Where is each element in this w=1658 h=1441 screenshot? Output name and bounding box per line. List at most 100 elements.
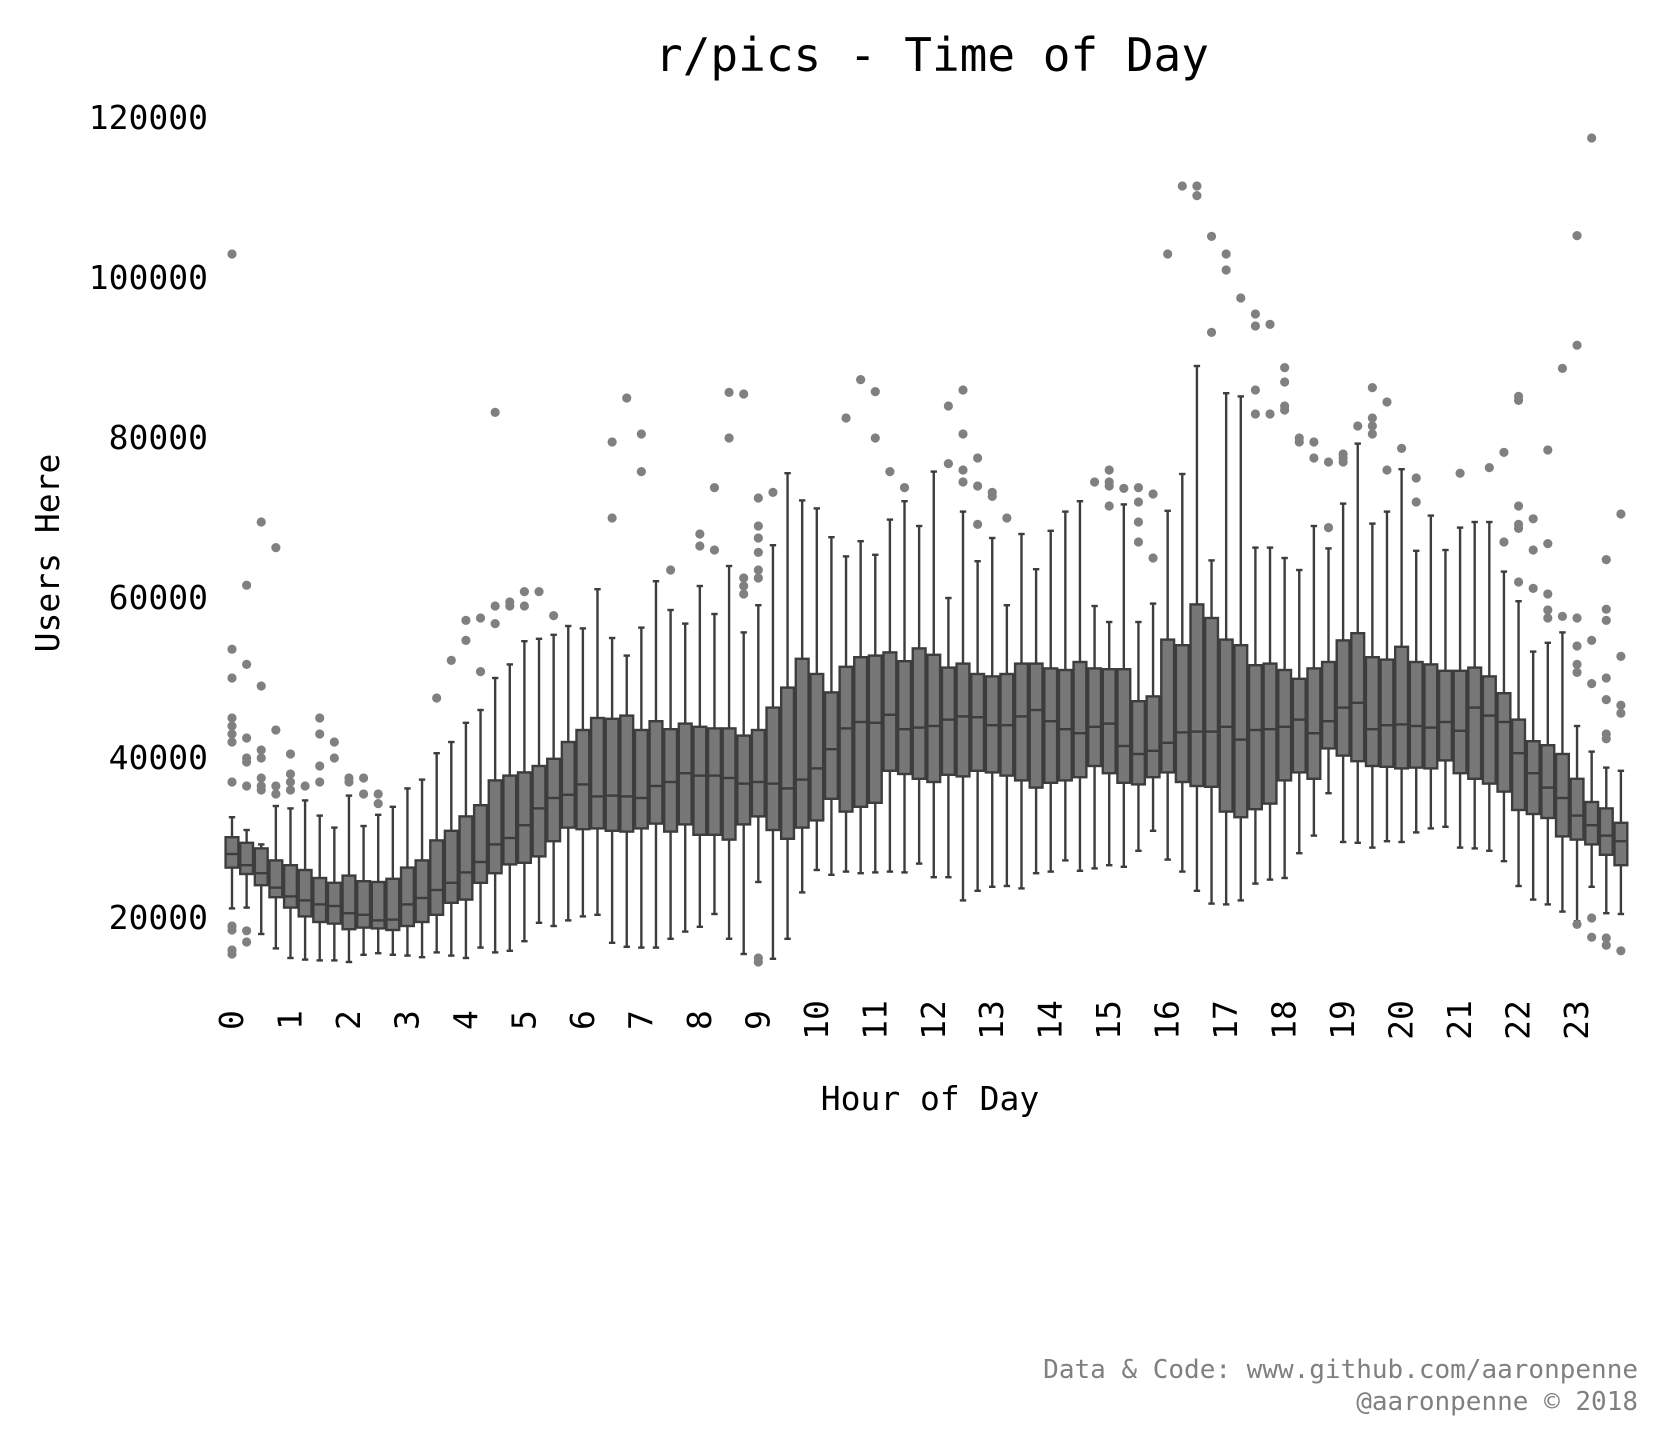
iqr-box bbox=[926, 653, 942, 784]
iqr-box bbox=[721, 727, 737, 841]
outlier-point bbox=[1455, 468, 1465, 478]
outlier-point bbox=[1367, 421, 1377, 431]
outlier-point bbox=[636, 429, 646, 439]
iqr-box bbox=[297, 868, 313, 918]
outlier-point bbox=[753, 521, 763, 531]
outlier-point bbox=[1572, 919, 1582, 930]
iqr-box bbox=[1101, 668, 1117, 775]
box-13 bbox=[414, 778, 430, 959]
box-61 bbox=[1116, 483, 1132, 868]
box-68 bbox=[1218, 249, 1234, 906]
box-40 bbox=[809, 507, 825, 872]
outlier-point bbox=[1587, 133, 1597, 143]
iqr-box bbox=[443, 829, 459, 904]
box-10 bbox=[370, 789, 386, 955]
outlier-point bbox=[666, 565, 676, 575]
box-3 bbox=[268, 543, 284, 950]
outlier-point bbox=[768, 487, 778, 497]
iqr-box bbox=[955, 662, 971, 778]
box-47 bbox=[911, 524, 927, 865]
outlier-point bbox=[1280, 377, 1290, 387]
outlier-point bbox=[753, 533, 763, 543]
box-87 bbox=[1496, 447, 1512, 863]
box-53 bbox=[999, 513, 1015, 888]
box-11 bbox=[385, 805, 401, 956]
outlier-point bbox=[607, 513, 617, 523]
outlier-point bbox=[958, 385, 968, 395]
iqr-box bbox=[1247, 664, 1264, 811]
box-82 bbox=[1423, 514, 1439, 830]
outlier-point bbox=[1177, 181, 1187, 191]
iqr-box bbox=[1320, 660, 1337, 750]
outlier-point bbox=[870, 387, 880, 397]
iqr-box bbox=[1437, 669, 1454, 762]
outlier-point bbox=[1280, 363, 1290, 373]
box-86 bbox=[1481, 463, 1497, 852]
outlier-point bbox=[739, 589, 749, 599]
x-axis-ticks: 0 1 2 3 4 5 6 7 8 9 10 11 12 13 14 15 16 17 18 19 20 21 22 23 bbox=[212, 1000, 1596, 1040]
iqr-box bbox=[1086, 667, 1103, 768]
x-tick-label: 16 bbox=[1148, 1000, 1187, 1040]
outlier-point bbox=[1572, 340, 1582, 350]
iqr-box bbox=[896, 660, 913, 776]
iqr-box bbox=[531, 764, 547, 858]
iqr-box bbox=[1496, 692, 1512, 793]
outlier-point bbox=[899, 483, 910, 493]
iqr-box bbox=[809, 672, 825, 822]
iqr-box bbox=[1525, 740, 1541, 816]
outlier-point bbox=[943, 459, 953, 469]
outlier-point bbox=[1367, 413, 1377, 423]
outlier-point bbox=[271, 781, 281, 791]
outlier-point bbox=[227, 777, 237, 787]
credit-copyright: @aaronpenne © 2018 bbox=[1356, 1387, 1638, 1417]
box-52 bbox=[984, 487, 1000, 888]
outlier-point bbox=[1601, 555, 1611, 565]
outlier-point bbox=[724, 433, 734, 443]
outlier-point bbox=[1338, 457, 1348, 467]
outlier-point bbox=[1543, 613, 1553, 623]
iqr-box bbox=[1277, 668, 1293, 782]
iqr-box bbox=[487, 779, 503, 875]
outlier-point bbox=[1133, 537, 1144, 547]
box-9 bbox=[355, 773, 372, 956]
outlier-point bbox=[534, 587, 544, 597]
box-54 bbox=[1013, 532, 1030, 890]
outlier-point bbox=[256, 773, 266, 783]
box-48 bbox=[926, 470, 942, 879]
outlier-point bbox=[973, 481, 983, 491]
iqr-box bbox=[911, 647, 927, 781]
outlier-point bbox=[242, 926, 252, 936]
iqr-box bbox=[341, 874, 357, 931]
outlier-point bbox=[1236, 293, 1246, 303]
iqr-box bbox=[1481, 675, 1497, 785]
box-34 bbox=[721, 387, 737, 940]
iqr-box bbox=[1174, 644, 1190, 784]
iqr-box bbox=[1408, 660, 1424, 769]
outlier-point bbox=[1601, 695, 1611, 705]
box-74 bbox=[1306, 437, 1322, 837]
outlier-point bbox=[242, 733, 252, 743]
box-84 bbox=[1452, 468, 1468, 849]
x-axis-label: Hour of Day bbox=[821, 1079, 1040, 1118]
x-tick-label: 14 bbox=[1031, 1000, 1070, 1040]
outlier-point bbox=[1411, 497, 1421, 507]
iqr-box bbox=[1028, 662, 1044, 789]
outlier-point bbox=[1294, 437, 1304, 447]
box-49 bbox=[940, 401, 956, 879]
outlier-point bbox=[315, 729, 325, 739]
x-tick-label: 4 bbox=[446, 1010, 485, 1030]
outlier-point bbox=[973, 453, 983, 463]
iqr-box bbox=[546, 757, 562, 843]
outlier-point bbox=[256, 753, 266, 763]
x-tick-label: 1 bbox=[270, 1010, 309, 1030]
outlier-point bbox=[1601, 940, 1611, 950]
y-tick-label: 100000 bbox=[89, 258, 208, 297]
iqr-box bbox=[1335, 639, 1351, 757]
iqr-box bbox=[326, 881, 342, 925]
iqr-box bbox=[1393, 645, 1410, 770]
box-18 bbox=[487, 407, 503, 954]
iqr-box bbox=[370, 880, 386, 930]
box-93 bbox=[1584, 133, 1600, 942]
outlier-point bbox=[461, 615, 471, 626]
iqr-box bbox=[1554, 752, 1571, 838]
